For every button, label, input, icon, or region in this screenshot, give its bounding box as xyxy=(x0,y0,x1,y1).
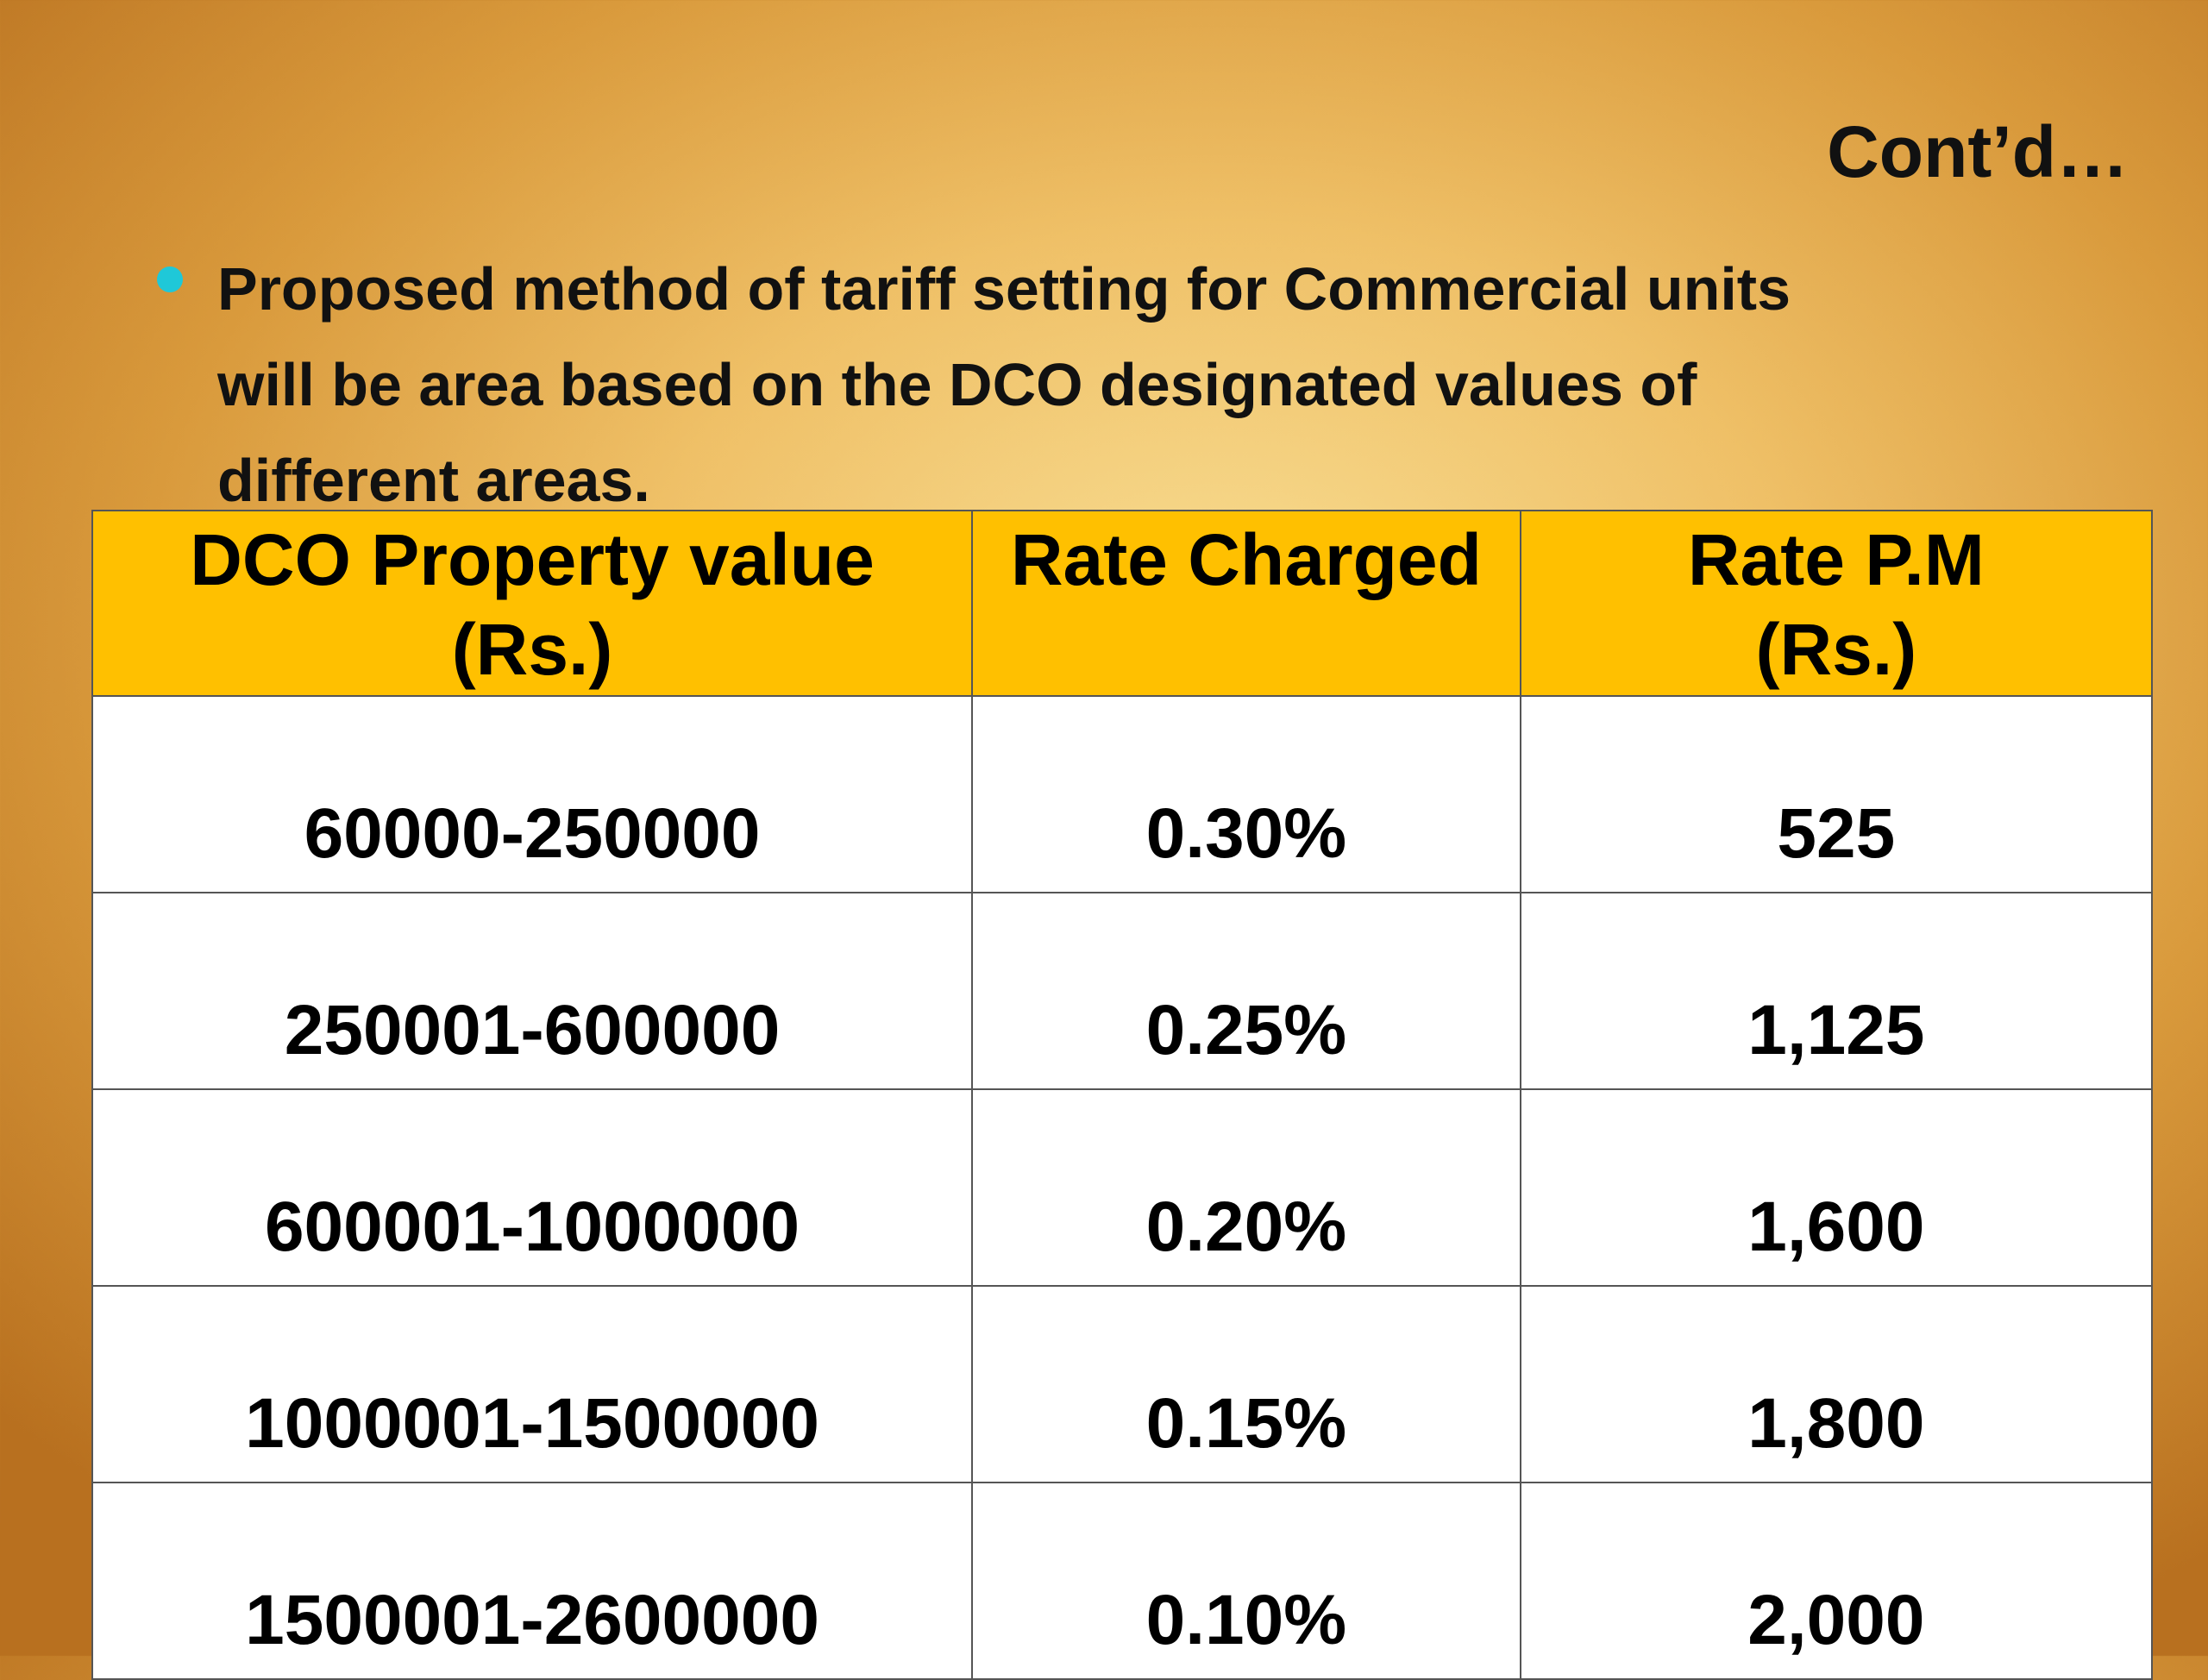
table-cell: 2,000 xyxy=(1519,1482,2154,1680)
table-cell: 0.25% xyxy=(971,892,1521,1090)
header-text: DCO Property value xyxy=(190,519,875,600)
bullet-line: Proposed method of tariff setting for Co… xyxy=(217,255,1791,323)
header-text: Rate Charged xyxy=(1010,519,1482,600)
table-cell: 600001-1000000 xyxy=(91,1088,974,1287)
bullet-line: will be area based on the DCO designated… xyxy=(217,351,1697,418)
table-body: 60000-250000 0.30% 525 250001-600000 0.25% 1,… xyxy=(91,695,2154,1680)
header-cell: Rate Charged xyxy=(971,510,1521,697)
table-row: 60000-250000 0.30% 525 xyxy=(91,695,2154,893)
table-row: 1500001-2600000 0.10% 2,000 xyxy=(91,1482,2154,1680)
table-row: 1000001-1500000 0.15% 1,800 xyxy=(91,1285,2154,1483)
bullet-dot xyxy=(157,266,183,292)
table-cell: 1000001-1500000 xyxy=(91,1285,974,1483)
table-cell: 1500001-2600000 xyxy=(91,1482,974,1680)
table-cell: 0.10% xyxy=(971,1482,1521,1680)
table-cell: 0.20% xyxy=(971,1088,1521,1287)
table-cell: 60000-250000 xyxy=(91,695,974,893)
table-cell: 1,800 xyxy=(1519,1285,2154,1483)
table-row: 600001-1000000 0.20% 1,600 xyxy=(91,1088,2154,1287)
table-cell: 1,600 xyxy=(1519,1088,2154,1287)
header-text: (Rs.) xyxy=(451,609,613,690)
table-cell: 0.30% xyxy=(971,695,1521,893)
table-row: 250001-600000 0.25% 1,125 xyxy=(91,892,2154,1090)
table-cell: 1,125 xyxy=(1519,892,2154,1090)
table-cell: 0.15% xyxy=(971,1285,1521,1483)
table-cell: 525 xyxy=(1519,695,2154,893)
tariff-table: DCO Property value (Rs.) Rate Charged Rate … xyxy=(91,510,2154,1680)
table-cell: 250001-600000 xyxy=(91,892,974,1090)
bullet-line: different areas. xyxy=(217,447,650,514)
header-cell: Rate P.M (Rs.) xyxy=(1519,510,2154,697)
header-row: DCO Property value (Rs.) Rate Charged Rate … xyxy=(91,510,2154,697)
header-cell: DCO Property value (Rs.) xyxy=(91,510,974,697)
slide-title: Cont’d… xyxy=(1827,111,2129,192)
header-text: (Rs.) xyxy=(1755,609,1917,690)
bullet-text: Proposed method of tariff setting for Co… xyxy=(217,241,1791,529)
header-text: Rate P.M xyxy=(1687,519,1985,600)
